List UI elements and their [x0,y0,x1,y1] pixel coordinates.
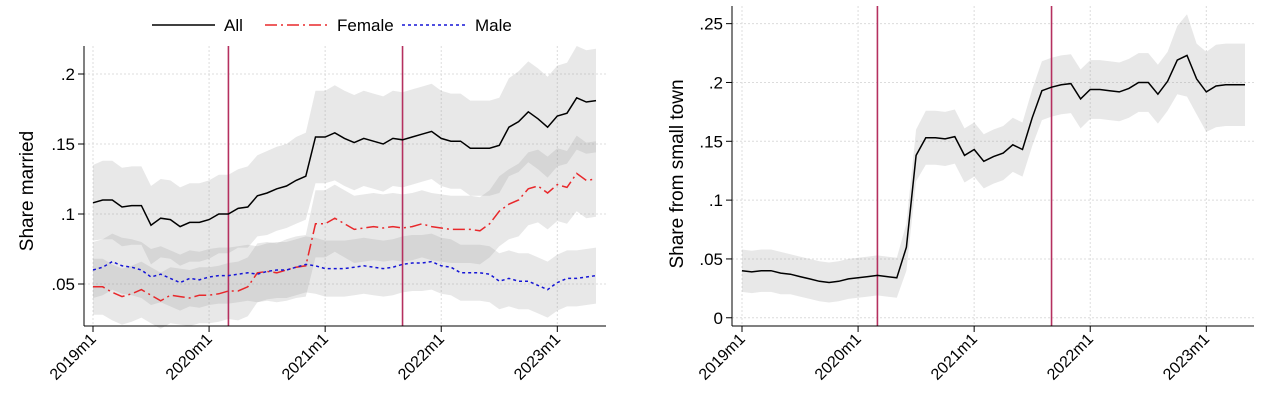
series-line [92,260,597,291]
y-tick-label: .1 [709,191,723,210]
x-tick-label: 2020m1 [163,331,216,384]
x-tick-label: 2022m1 [395,331,448,384]
confidence-band [93,233,596,318]
y-tick-label: .05 [699,250,723,269]
y-axis-title-married: Share married [17,131,38,251]
x-tick-label: 2021m1 [279,331,332,384]
x-tick-label: 2019m1 [696,331,749,384]
legend-label-male: Male [475,16,512,35]
plot-area-married: .05 .1 .15 .2 2019m1 2020m1 2021m1 2022m1 2023m1 [47,46,606,384]
y-tick-label: .05 [51,275,75,294]
legend-label-female: Female [337,16,394,35]
confidence-band [742,14,1245,303]
y-axis-title-small-town: Share from small town [667,79,688,268]
y-tick-label: .15 [699,132,723,151]
series-line [93,172,597,302]
series-line [741,54,1245,284]
x-tick-label: 2022m1 [1044,331,1097,384]
y-tick-label: .15 [51,135,75,154]
x-tick-label: 2021m1 [928,331,981,384]
y-tick-label: .1 [61,205,75,224]
y-tick-label: .2 [61,65,75,84]
confidence-band [93,135,596,329]
confidence-band [93,46,596,266]
x-tick-label: 2023m1 [1160,331,1213,384]
y-tick-label: .2 [709,73,723,92]
x-tick-label: 2019m1 [47,331,100,384]
legend-label-all: All [224,16,243,35]
chart-panel-married: .05 .1 .15 .2 2019m1 2020m1 2021m1 2022m1 2023m1… [17,46,606,384]
y-tick-label: 0 [714,309,723,328]
y-tick-label: .25 [699,15,723,34]
plot-area-small-town: 0 .05 .1 .15 .2 .25 2019m1 2020m1 2021m1 2022m1 20… [696,6,1254,384]
x-tick-label: 2020m1 [812,331,865,384]
series-line [92,96,597,228]
x-tick-label: 2023m1 [511,331,564,384]
legend: All Female Male [152,16,512,35]
chart-panel-small-town: 0 .05 .1 .15 .2 .25 2019m1 2020m1 2021m1 2022m1 20… [667,6,1254,384]
